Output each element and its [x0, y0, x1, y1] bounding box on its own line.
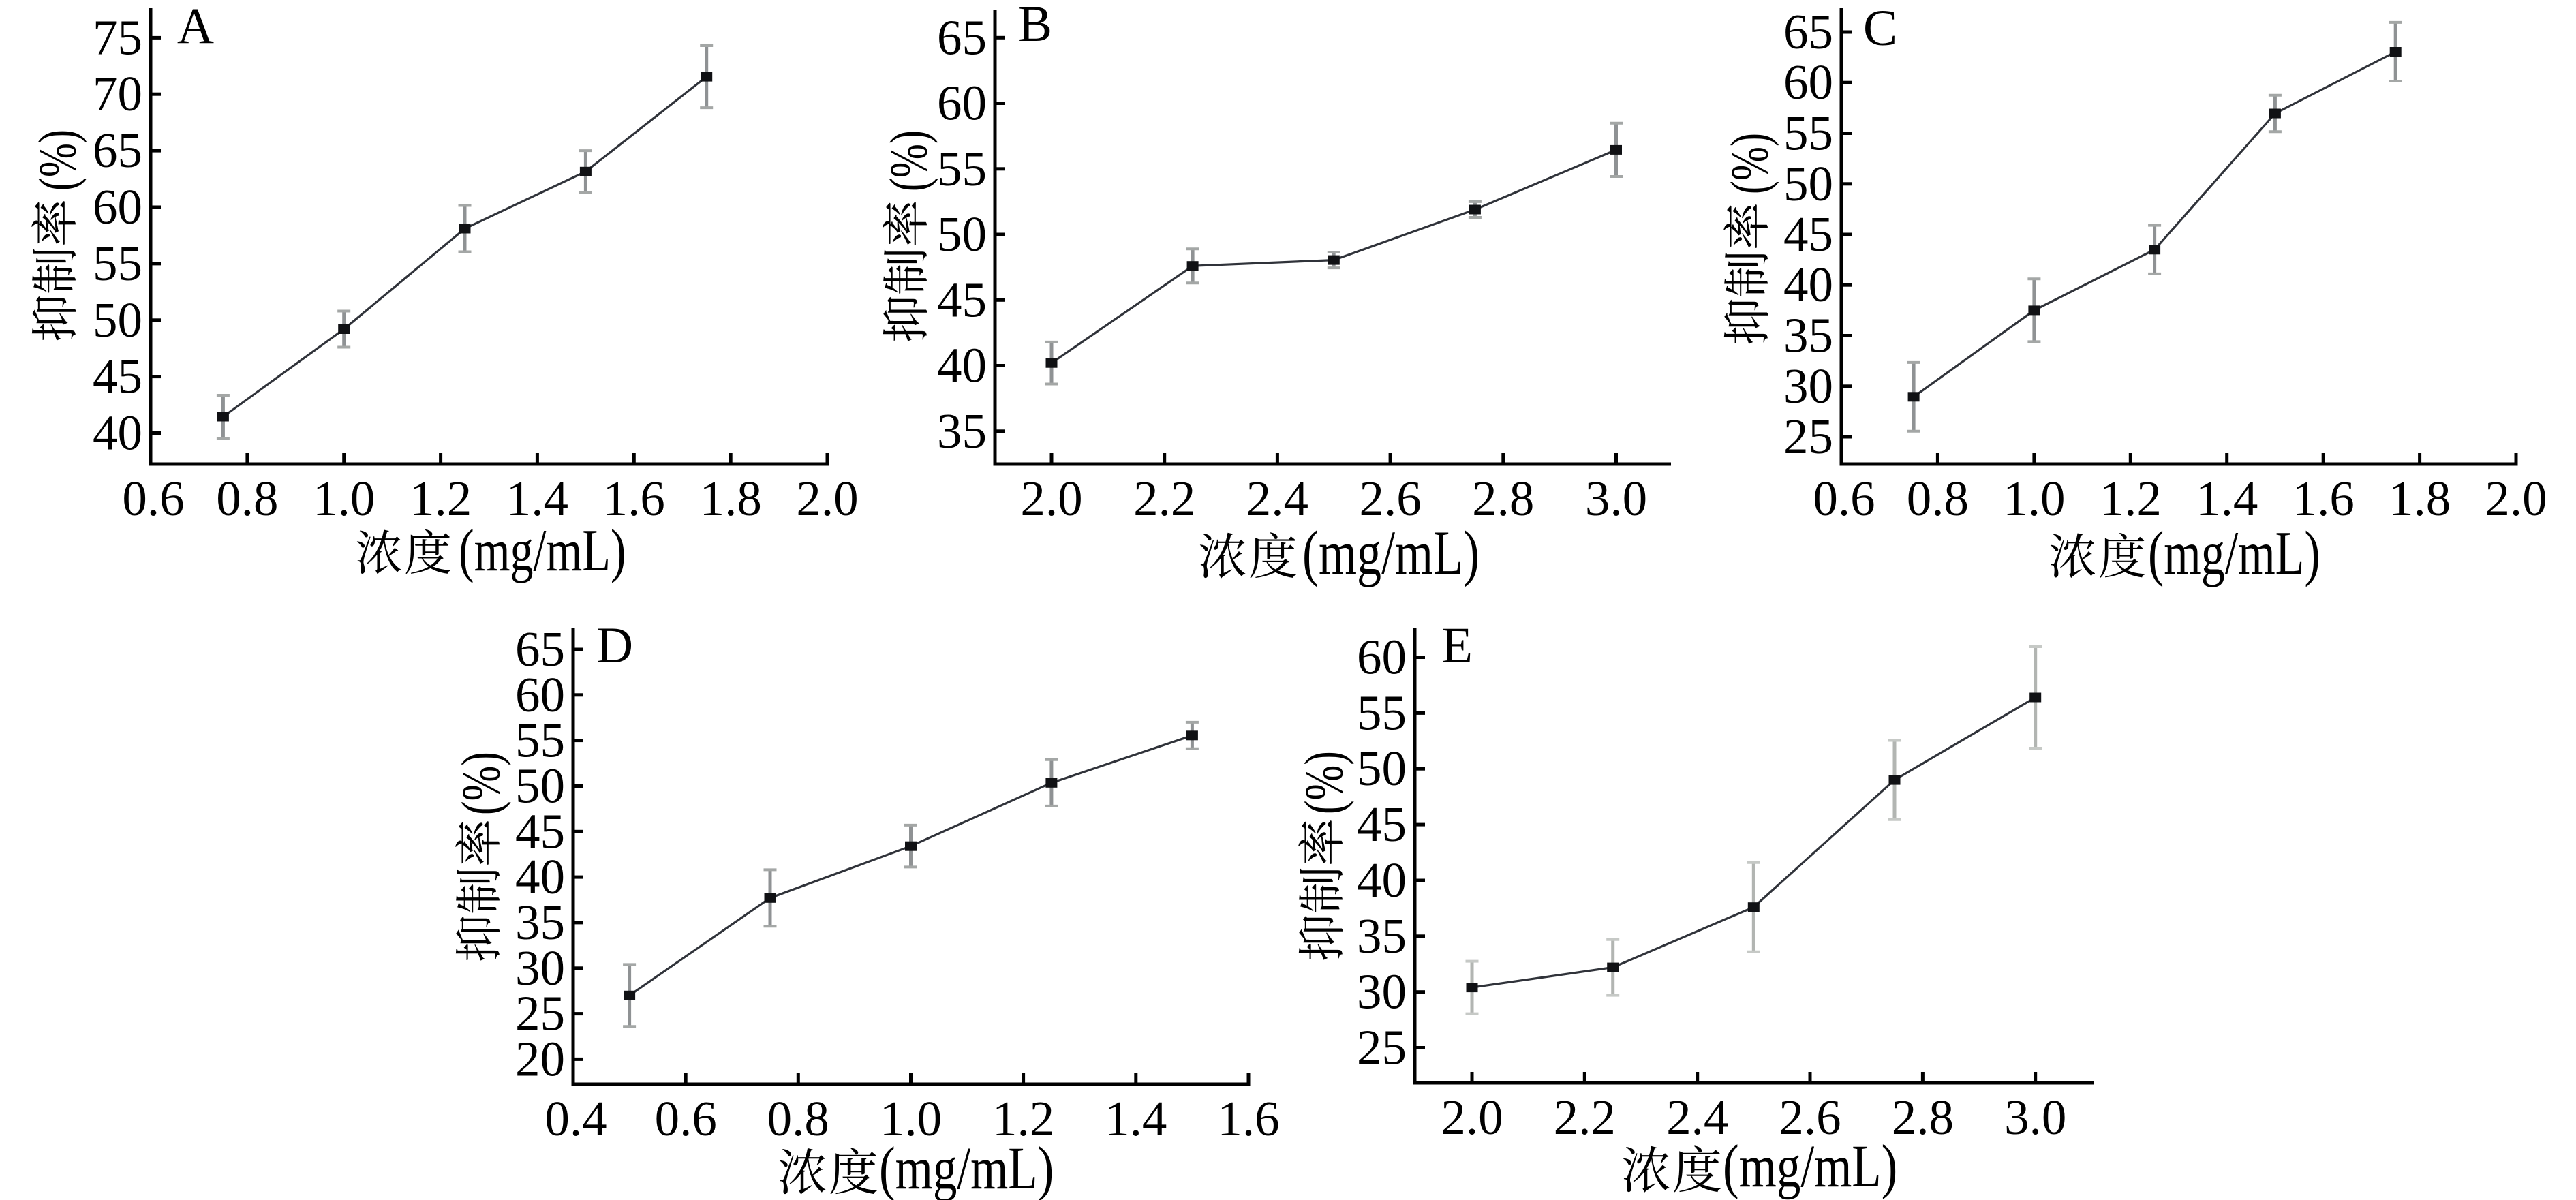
svg-text:50: 50 — [93, 292, 142, 348]
svg-text:1.6: 1.6 — [603, 471, 665, 526]
svg-text:40: 40 — [93, 405, 142, 461]
svg-text:75: 75 — [93, 10, 142, 65]
svg-text:35: 35 — [1783, 308, 1833, 363]
svg-text:0.6: 0.6 — [122, 471, 184, 526]
svg-text:30: 30 — [1357, 964, 1407, 1019]
svg-text:1.8: 1.8 — [2389, 471, 2451, 526]
svg-text:(mg/mL): (mg/mL) — [2148, 519, 2320, 587]
svg-text:(%): (%) — [1293, 751, 1355, 814]
svg-text:(%): (%) — [880, 130, 938, 191]
svg-text:2.8: 2.8 — [1472, 471, 1534, 526]
svg-text:0.8: 0.8 — [216, 471, 278, 526]
svg-text:40: 40 — [1357, 852, 1407, 908]
svg-text:65: 65 — [93, 123, 142, 178]
svg-text:30: 30 — [515, 940, 565, 996]
svg-text:60: 60 — [1783, 55, 1833, 110]
svg-text:0.8: 0.8 — [1907, 471, 1969, 526]
svg-text:D: D — [596, 617, 633, 674]
svg-text:2.0: 2.0 — [796, 471, 858, 526]
svg-text:50: 50 — [1357, 741, 1407, 796]
svg-text:(%): (%) — [1721, 133, 1779, 194]
svg-text:50: 50 — [1783, 156, 1833, 211]
svg-text:(mg/mL): (mg/mL) — [1723, 1133, 1897, 1200]
svg-text:1.2: 1.2 — [410, 471, 472, 526]
svg-text:2.0: 2.0 — [1020, 471, 1082, 526]
svg-text:(mg/mL): (mg/mL) — [879, 1135, 1054, 1200]
svg-text:C: C — [1863, 0, 1897, 57]
svg-text:45: 45 — [1783, 206, 1833, 262]
svg-text:3.0: 3.0 — [1585, 471, 1647, 526]
svg-text:2.2: 2.2 — [1133, 471, 1195, 526]
svg-text:2.6: 2.6 — [1359, 471, 1421, 526]
svg-text:(mg/mL): (mg/mL) — [459, 518, 626, 585]
svg-text:40: 40 — [1783, 257, 1833, 312]
svg-text:E: E — [1441, 617, 1473, 674]
svg-text:60: 60 — [93, 179, 142, 234]
svg-text:25: 25 — [1357, 1020, 1407, 1075]
svg-text:20: 20 — [515, 1031, 565, 1086]
svg-text:40: 40 — [937, 338, 987, 393]
svg-text:1.6: 1.6 — [2293, 471, 2355, 526]
svg-text:2.2: 2.2 — [1554, 1090, 1616, 1145]
svg-text:1.4: 1.4 — [506, 471, 568, 526]
svg-text:A: A — [177, 0, 214, 55]
svg-text:1.0: 1.0 — [880, 1091, 942, 1146]
svg-text:25: 25 — [1783, 409, 1833, 464]
svg-text:1.4: 1.4 — [2196, 471, 2258, 526]
svg-text:2.4: 2.4 — [1246, 471, 1308, 526]
svg-text:65: 65 — [937, 10, 987, 65]
svg-text:55: 55 — [515, 713, 565, 768]
svg-text:45: 45 — [515, 803, 565, 859]
svg-text:70: 70 — [93, 66, 142, 121]
svg-text:0.6: 0.6 — [1813, 471, 1875, 526]
svg-text:60: 60 — [1357, 630, 1407, 685]
svg-text:2.0: 2.0 — [2485, 471, 2547, 526]
svg-text:55: 55 — [1357, 685, 1407, 740]
svg-text:1.0: 1.0 — [2003, 471, 2065, 526]
svg-text:2.6: 2.6 — [1779, 1090, 1841, 1145]
svg-text:60: 60 — [937, 76, 987, 131]
svg-text:(%): (%) — [29, 129, 87, 191]
svg-text:0.4: 0.4 — [545, 1091, 607, 1146]
svg-text:50: 50 — [937, 206, 987, 262]
svg-text:35: 35 — [1357, 908, 1407, 964]
svg-text:2.0: 2.0 — [1441, 1090, 1503, 1145]
svg-text:(mg/mL): (mg/mL) — [1302, 518, 1479, 588]
svg-text:50: 50 — [515, 758, 565, 814]
svg-text:55: 55 — [937, 141, 987, 196]
svg-text:40: 40 — [515, 849, 565, 904]
svg-text:0.8: 0.8 — [767, 1091, 829, 1146]
svg-text:2.4: 2.4 — [1666, 1090, 1728, 1145]
svg-text:1.6: 1.6 — [1217, 1091, 1279, 1146]
svg-text:1.2: 1.2 — [992, 1091, 1054, 1146]
svg-text:1.4: 1.4 — [1105, 1091, 1167, 1146]
svg-text:65: 65 — [1783, 4, 1833, 59]
svg-text:45: 45 — [937, 272, 987, 327]
svg-text:B: B — [1018, 0, 1052, 52]
svg-text:3.0: 3.0 — [2004, 1090, 2066, 1145]
svg-text:65: 65 — [515, 621, 565, 677]
svg-text:60: 60 — [515, 667, 565, 722]
svg-text:55: 55 — [93, 236, 142, 291]
svg-text:35: 35 — [515, 895, 565, 950]
svg-text:30: 30 — [1783, 358, 1833, 414]
svg-text:45: 45 — [1357, 797, 1407, 852]
svg-text:35: 35 — [937, 403, 987, 459]
svg-text:45: 45 — [93, 349, 142, 404]
svg-text:0.6: 0.6 — [655, 1091, 717, 1146]
svg-text:25: 25 — [515, 986, 565, 1041]
svg-text:55: 55 — [1783, 106, 1833, 161]
svg-text:1.0: 1.0 — [313, 471, 375, 526]
svg-text:2.8: 2.8 — [1892, 1090, 1954, 1145]
svg-text:1.2: 1.2 — [2100, 471, 2162, 526]
svg-text:1.8: 1.8 — [700, 471, 762, 526]
svg-text:(%): (%) — [450, 752, 512, 815]
